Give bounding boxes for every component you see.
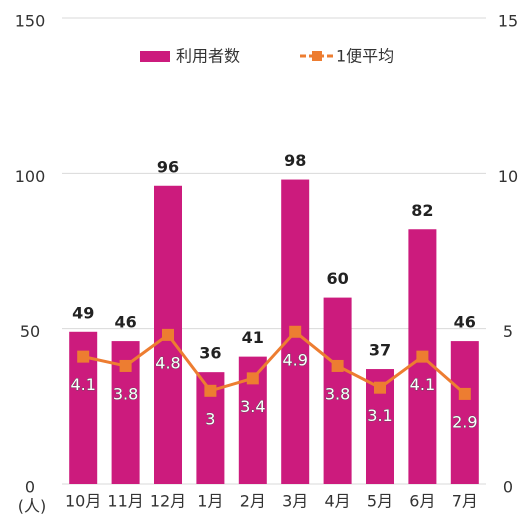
x-tick-label: 11月 xyxy=(107,492,143,511)
bar-value-label: 96 xyxy=(157,157,179,176)
bar xyxy=(450,341,479,484)
y2-tick-label: 0 xyxy=(503,478,513,497)
bar-value-label: 41 xyxy=(242,328,264,347)
line-marker xyxy=(331,359,344,372)
bar-value-label: 37 xyxy=(369,341,391,360)
line-marker xyxy=(246,372,259,385)
line-marker xyxy=(162,328,174,341)
line-value-label: 4.9 xyxy=(282,350,307,369)
bar-value-label: 98 xyxy=(284,151,306,170)
x-tick-label: 1月 xyxy=(197,492,223,511)
legend-label: 利用者数 xyxy=(176,47,240,66)
legend-swatch xyxy=(312,51,322,61)
y-tick-label: 0 xyxy=(25,478,35,497)
bar-value-label: 49 xyxy=(72,303,94,322)
x-tick-label: 5月 xyxy=(367,492,393,511)
bar-value-label: 36 xyxy=(199,344,221,363)
bar-value-label: 46 xyxy=(454,313,476,332)
y-tick-label: 50 xyxy=(20,322,40,341)
line-value-label: 3.8 xyxy=(325,384,350,403)
legend-swatch xyxy=(140,51,170,62)
y2-tick-label: 5 xyxy=(503,322,513,341)
x-tick-label: 3月 xyxy=(282,492,308,511)
bar-value-label: 82 xyxy=(411,201,433,220)
line-marker xyxy=(374,381,386,394)
line xyxy=(82,329,466,396)
line-marker xyxy=(204,384,217,397)
x-tick-label: 7月 xyxy=(452,492,478,511)
bar-value-label: 60 xyxy=(326,269,348,288)
y-tick-label: 100 xyxy=(15,167,46,186)
line-marker xyxy=(458,387,471,400)
x-tick-label: 6月 xyxy=(409,492,435,511)
x-tick-label: 4月 xyxy=(325,492,351,511)
line-value-label: 2.9 xyxy=(452,412,477,431)
x-tick-label: 2月 xyxy=(240,492,266,511)
line-value-label: 3 xyxy=(205,409,215,428)
line-value-label: 4.1 xyxy=(410,375,435,394)
line-marker xyxy=(289,325,302,338)
line-marker xyxy=(119,359,132,372)
x-tick-label: 12月 xyxy=(150,492,186,511)
line-value-label: 4.1 xyxy=(70,375,95,394)
line-value-label: 4.8 xyxy=(155,353,180,372)
legend-label: 1便平均 xyxy=(336,47,394,66)
y-tick-label: 150 xyxy=(15,12,46,31)
y-unit-label: (人) xyxy=(18,497,47,516)
x-tick-label: 10月 xyxy=(65,492,101,511)
y2-tick-label: 15 xyxy=(498,12,518,31)
line-value-label: 3.1 xyxy=(367,406,392,425)
line-marker xyxy=(77,350,90,363)
y2-tick-label: 10 xyxy=(498,167,518,186)
bar-value-label: 46 xyxy=(114,313,136,332)
line-value-label: 3.4 xyxy=(240,397,265,416)
bar xyxy=(323,297,352,484)
line-value-label: 3.8 xyxy=(113,384,138,403)
line-marker xyxy=(416,350,429,363)
